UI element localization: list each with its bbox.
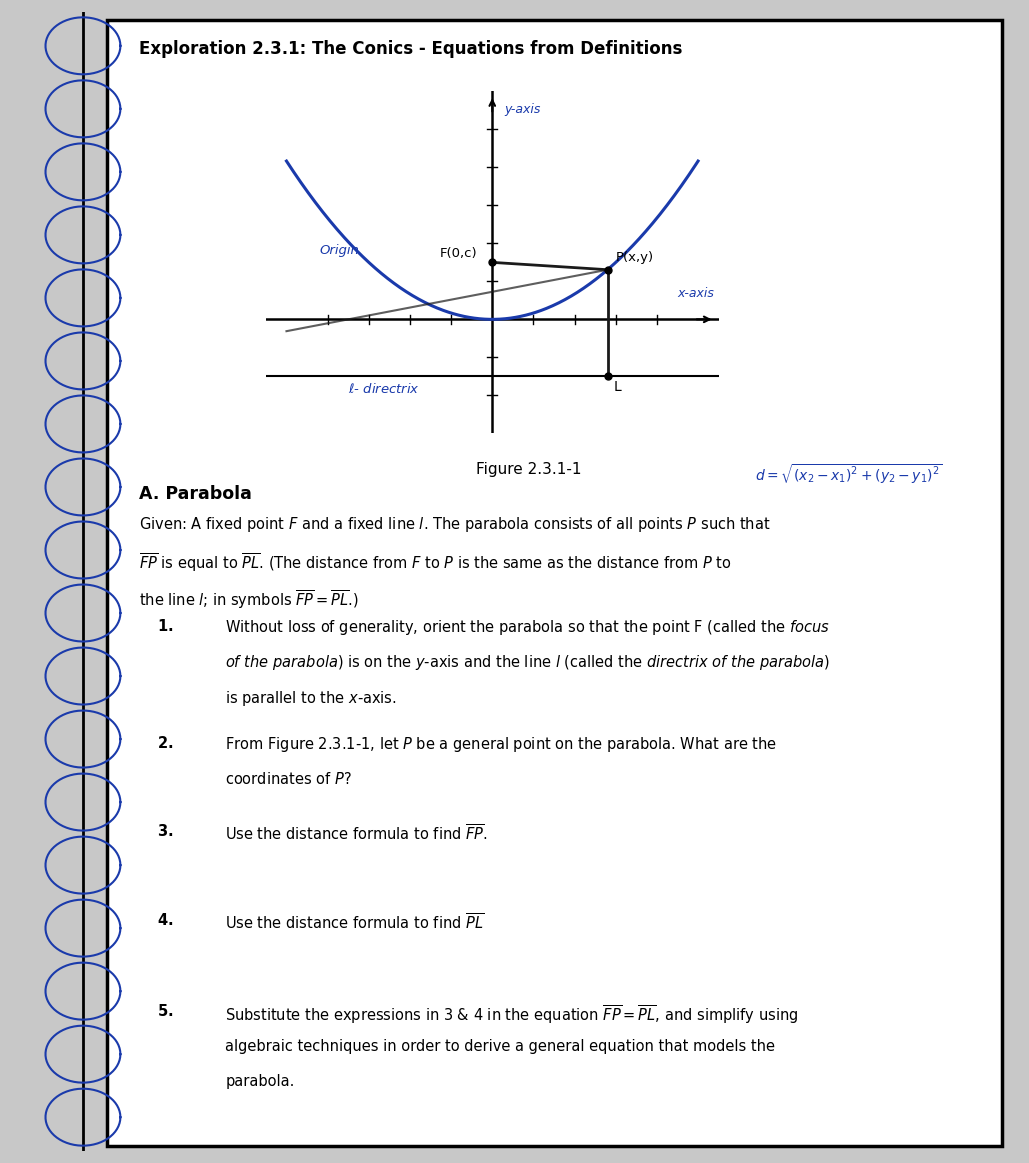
Text: coordinates of $P$?: coordinates of $P$? (225, 771, 352, 786)
Text: Use the distance formula to find $\overline{FP}$.: Use the distance formula to find $\overl… (225, 823, 488, 843)
Text: From Figure 2.3.1-1, let $P$ be a general point on the parabola. What are the: From Figure 2.3.1-1, let $P$ be a genera… (225, 735, 777, 755)
Text: Exploration 2.3.1: The Conics - Equations from Definitions: Exploration 2.3.1: The Conics - Equation… (139, 41, 682, 58)
FancyBboxPatch shape (107, 20, 1002, 1146)
Text: $\it{of\ the\ parabola}$) is on the $y$-axis and the line $l$ (called the $\it{d: $\it{of\ the\ parabola}$) is on the $y$-… (225, 654, 830, 672)
Text: Without loss of generality, orient the parabola so that the point F (called the : Without loss of generality, orient the p… (225, 618, 830, 637)
Text: $\ell$- directrix: $\ell$- directrix (348, 381, 420, 397)
Text: Origin: Origin (319, 244, 359, 257)
Text: Given: A fixed point $F$ and a fixed line $l$. The parabola consists of all poin: Given: A fixed point $F$ and a fixed lin… (139, 515, 771, 534)
Text: parabola.: parabola. (225, 1073, 294, 1089)
Text: P(x,y): P(x,y) (615, 251, 653, 264)
Text: A. Parabola: A. Parabola (139, 485, 252, 502)
Text: $\mathbf{5.}$: $\mathbf{5.}$ (157, 1004, 174, 1019)
Text: Substitute the expressions in 3 & 4 in the equation $\overline{FP} = \overline{P: Substitute the expressions in 3 & 4 in t… (225, 1004, 799, 1026)
Text: $\mathbf{1.}$: $\mathbf{1.}$ (157, 618, 174, 634)
Text: y-axis: y-axis (504, 102, 541, 116)
Text: $\mathbf{3.}$: $\mathbf{3.}$ (157, 823, 174, 840)
Text: x-axis: x-axis (678, 287, 714, 300)
Text: $\mathbf{2.}$: $\mathbf{2.}$ (157, 735, 174, 751)
Text: $\mathbf{4.}$: $\mathbf{4.}$ (157, 912, 174, 928)
Text: $\overline{FP}$ is equal to $\overline{PL}$. (The distance from $F$ to $P$ is th: $\overline{FP}$ is equal to $\overline{P… (139, 552, 732, 575)
Text: Figure 2.3.1-1: Figure 2.3.1-1 (475, 462, 581, 477)
Text: is parallel to the $x$-axis.: is parallel to the $x$-axis. (225, 688, 397, 707)
Text: F(0,c): F(0,c) (440, 248, 477, 261)
Text: L: L (613, 380, 622, 394)
Text: the line $l$; in symbols $\overline{FP} = \overline{PL}$.): the line $l$; in symbols $\overline{FP} … (139, 588, 359, 611)
Text: $d = \sqrt{(x_2-x_1)^2+(y_2-y_1)^2}$: $d = \sqrt{(x_2-x_1)^2+(y_2-y_1)^2}$ (755, 462, 943, 486)
Text: algebraic techniques in order to derive a general equation that models the: algebraic techniques in order to derive … (225, 1039, 775, 1054)
Text: Use the distance formula to find $\overline{PL}$: Use the distance formula to find $\overl… (225, 912, 485, 933)
